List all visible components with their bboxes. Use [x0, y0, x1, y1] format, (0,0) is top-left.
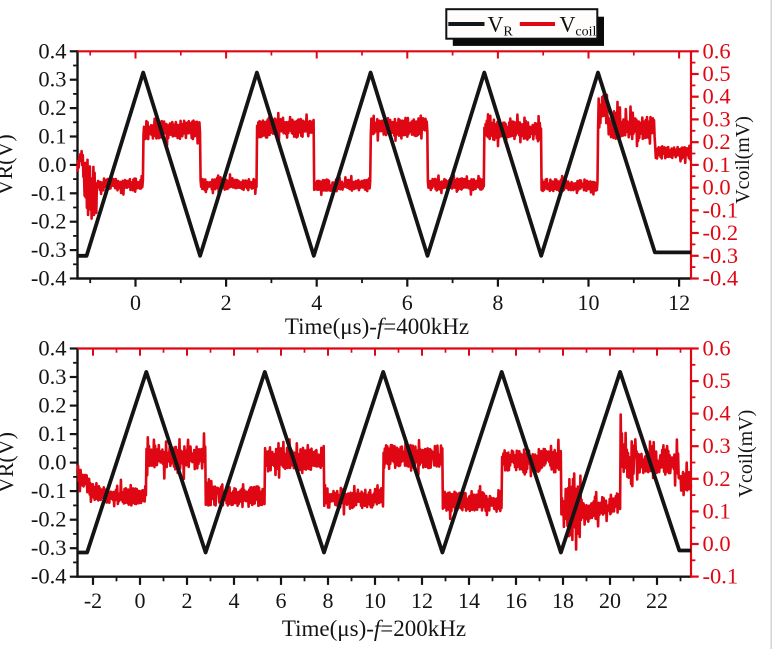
- svg-text:0.5: 0.5: [703, 61, 731, 86]
- svg-text:6: 6: [276, 588, 287, 613]
- svg-text:-0.4: -0.4: [703, 266, 739, 291]
- svg-text:-0.2: -0.2: [31, 209, 67, 234]
- svg-text:18: 18: [552, 588, 574, 613]
- svg-text:-0.1: -0.1: [703, 564, 739, 589]
- svg-text:0.2: 0.2: [703, 129, 731, 154]
- svg-text:0.1: 0.1: [38, 124, 66, 149]
- svg-text:Time(μs)-f=200kHz: Time(μs)-f=200kHz: [282, 616, 466, 641]
- svg-text:0: 0: [135, 588, 146, 613]
- svg-text:2: 2: [182, 588, 193, 613]
- svg-text:8: 8: [492, 290, 503, 315]
- svg-text:0.2: 0.2: [38, 393, 66, 418]
- svg-text:-0.4: -0.4: [31, 266, 67, 291]
- svg-text:-0.2: -0.2: [703, 220, 739, 245]
- svg-text:Vcoil(mV): Vcoil(mV): [732, 116, 754, 204]
- svg-text:0.4: 0.4: [703, 84, 731, 109]
- svg-text:14: 14: [458, 588, 480, 613]
- svg-text:0.4: 0.4: [38, 38, 66, 63]
- svg-text:0.3: 0.3: [703, 433, 731, 458]
- svg-text:0.1: 0.1: [703, 498, 731, 523]
- svg-text:0.0: 0.0: [703, 531, 731, 556]
- svg-text:0.1: 0.1: [38, 421, 66, 446]
- svg-text:4: 4: [229, 588, 240, 613]
- svg-text:-2: -2: [84, 588, 102, 613]
- svg-text:0.2: 0.2: [703, 466, 731, 491]
- svg-text:10: 10: [578, 290, 600, 315]
- svg-text:0.3: 0.3: [38, 67, 66, 92]
- svg-text:4: 4: [311, 290, 322, 315]
- svg-text:12: 12: [668, 290, 690, 315]
- svg-text:-0.2: -0.2: [31, 507, 67, 532]
- svg-text:VR(V): VR(V): [0, 432, 18, 493]
- svg-text:0.6: 0.6: [703, 38, 731, 63]
- svg-text:0.5: 0.5: [703, 368, 731, 393]
- svg-text:-0.1: -0.1: [31, 180, 67, 205]
- svg-text:0.0: 0.0: [703, 175, 731, 200]
- svg-text:-0.4: -0.4: [31, 564, 67, 589]
- svg-text:-0.3: -0.3: [31, 535, 67, 560]
- svg-text:0.0: 0.0: [38, 450, 66, 475]
- svg-text:10: 10: [364, 588, 386, 613]
- svg-text:6: 6: [402, 290, 413, 315]
- svg-text:0: 0: [130, 290, 141, 315]
- svg-text:-0.3: -0.3: [703, 243, 739, 268]
- svg-text:0.2: 0.2: [38, 95, 66, 120]
- svg-text:0.0: 0.0: [38, 152, 66, 177]
- svg-text:VR(V): VR(V): [0, 134, 17, 195]
- svg-text:-0.1: -0.1: [31, 478, 67, 503]
- svg-text:0.4: 0.4: [703, 401, 731, 426]
- svg-text:-0.3: -0.3: [31, 237, 67, 262]
- svg-text:Time(μs)-f=400kHz: Time(μs)-f=400kHz: [285, 314, 469, 339]
- svg-text:0.3: 0.3: [703, 106, 731, 131]
- svg-text:8: 8: [323, 588, 334, 613]
- svg-text:22: 22: [646, 588, 668, 613]
- svg-text:0.4: 0.4: [38, 336, 66, 361]
- svg-text:16: 16: [505, 588, 527, 613]
- svg-text:2: 2: [221, 290, 232, 315]
- svg-text:20: 20: [599, 588, 621, 613]
- svg-text:12: 12: [411, 588, 433, 613]
- svg-text:0.1: 0.1: [703, 152, 731, 177]
- svg-text:0.3: 0.3: [38, 364, 66, 389]
- svg-text:0.6: 0.6: [703, 336, 731, 361]
- svg-text:-0.1: -0.1: [703, 197, 739, 222]
- svg-text:Vcoil(mV): Vcoil(mV): [735, 410, 757, 498]
